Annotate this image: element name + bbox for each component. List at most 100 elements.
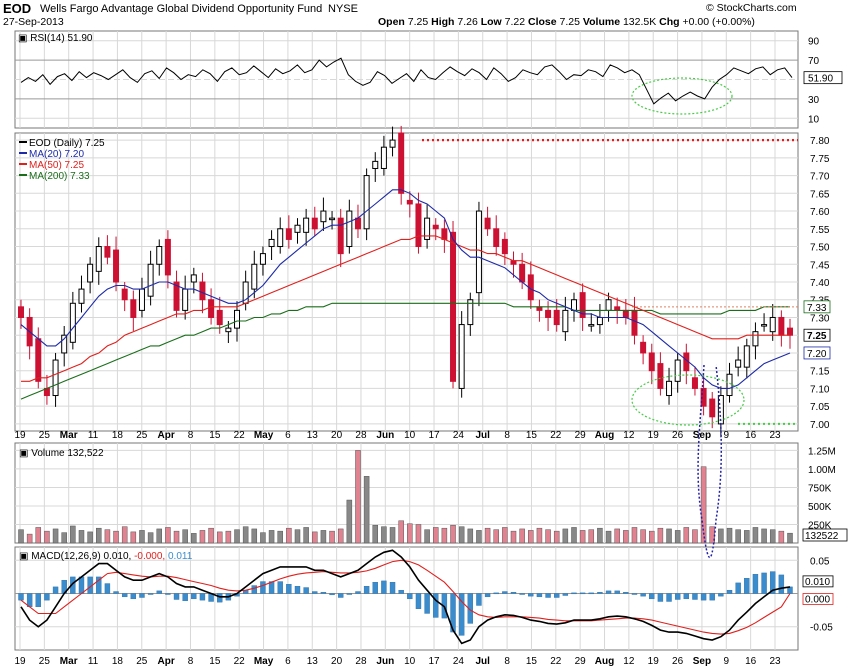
volume-bar [605, 530, 612, 544]
volume-bar [528, 530, 534, 544]
volume-label: Volume [582, 16, 621, 28]
price-tick-label: 7.15 [810, 367, 830, 378]
candle-body [234, 309, 241, 329]
x-axis-label: 17 [428, 656, 440, 667]
volume-bar [761, 528, 767, 544]
candle-body [761, 324, 768, 327]
volume-bar [553, 530, 560, 544]
x-axis-label: Mar [60, 430, 78, 441]
candle-body [173, 281, 180, 311]
macd-histogram-bar [623, 591, 629, 594]
macd-histogram-bar [493, 592, 499, 595]
macd-histogram-bar [424, 593, 430, 614]
volume-bar [519, 528, 525, 544]
x-axis-label: 11 [88, 656, 99, 667]
macd-value-tag [802, 593, 834, 605]
candle-body [104, 246, 111, 258]
volume-bar [571, 527, 577, 544]
volume-bar [381, 526, 387, 544]
x-axis-label: 19 [648, 656, 660, 667]
volume-bar [389, 527, 396, 544]
candle-body [519, 263, 526, 283]
x-axis-label: 9 [724, 430, 730, 441]
candle-body [614, 306, 621, 311]
volume-bar [337, 528, 344, 544]
x-axis-label: Aug [595, 656, 614, 667]
price-tick-label: 7.05 [810, 402, 830, 413]
candle-body [545, 309, 552, 318]
candle-body [380, 146, 387, 169]
volume-bar [467, 528, 474, 544]
candle-body [285, 228, 292, 240]
macd-histogram-bar [614, 590, 620, 594]
macd-histogram-bar [130, 593, 137, 600]
candle-body [787, 327, 793, 336]
x-axis-label: 22 [550, 656, 562, 667]
quote-bar: Open 7.25 High 7.26 Low 7.22 Close 7.25 … [378, 16, 755, 28]
volume-bar [614, 528, 620, 544]
candle-body [303, 217, 310, 233]
volume-bar [484, 527, 491, 544]
candle-body [752, 331, 759, 347]
price-tag-text: 7.33 [807, 303, 827, 314]
price-tick-label: 7.40 [810, 278, 830, 289]
macd-histogram-bar [78, 576, 85, 594]
volume-bar [242, 526, 249, 544]
x-axis-label: 15 [526, 430, 538, 441]
macd-histogram-bar [398, 589, 404, 594]
candle-body [622, 309, 629, 318]
volume-bar [61, 532, 67, 544]
candle-body [769, 316, 776, 333]
volume-bar [104, 529, 111, 544]
candle-body [501, 238, 508, 255]
macd-histogram-bar [467, 593, 474, 624]
volume-bar [588, 529, 595, 544]
x-axis-label: 9 [724, 656, 730, 667]
macd-legend: ▣ MACD(12,26,9) 0.010, -0.000, 0.011 [19, 551, 193, 562]
volume-value-tag-text: 132522 [805, 531, 839, 542]
x-axis-label: Apr [158, 656, 175, 667]
x-axis-label: 29 [575, 430, 587, 441]
volume-value-tag [802, 528, 848, 542]
candle-body [372, 160, 379, 169]
volume-bar [545, 529, 551, 544]
price-tick-label: 7.45 [810, 260, 830, 271]
volume-spike-annotation [697, 364, 723, 558]
volume-tick-label: 1.25M [808, 446, 836, 457]
x-axis-label: 8 [188, 430, 194, 441]
volume-bar [251, 528, 258, 544]
fund-name: Wells Fargo Advantage Global Dividend Op… [40, 3, 323, 15]
macd-histogram-bar [761, 572, 767, 594]
x-axis-label: Jul [476, 656, 491, 667]
volume-bar [225, 530, 232, 544]
rsi-tick-label: 30 [808, 95, 820, 106]
x-axis-label: May [254, 430, 274, 441]
macd-histogram-bar [433, 593, 439, 618]
volume-bar [294, 529, 301, 544]
macd-histogram-bar [597, 591, 603, 594]
macd-histogram-bar [329, 593, 335, 596]
macd-histogram-bar [692, 593, 698, 600]
close-value: 7.25 [559, 16, 580, 28]
x-axis-label: 22 [234, 656, 246, 667]
candle-body [536, 306, 543, 311]
x-axis-label: 10 [404, 656, 416, 667]
candle-body [778, 316, 785, 336]
candle-body [190, 274, 197, 283]
x-axis-label: 19 [648, 430, 660, 441]
exchange: NYSE [328, 3, 358, 15]
rsi-line [20, 57, 793, 105]
macd-histogram-bar [277, 581, 283, 594]
close-label: Close [528, 16, 557, 28]
price-legend-entry: EOD (Daily) 7.25 [29, 138, 105, 149]
volume-tick-label: 250K [808, 520, 832, 531]
volume-bar [329, 530, 335, 544]
macd-histogram-bar [726, 589, 733, 594]
volume-bar [666, 528, 672, 544]
candle-body [87, 263, 94, 283]
macd-histogram-bar [709, 593, 715, 601]
macd-histogram-bar [52, 586, 59, 594]
x-axis-label: 17 [428, 430, 440, 441]
candle-body [735, 359, 742, 368]
price-tick-label: 7.10 [810, 384, 830, 395]
